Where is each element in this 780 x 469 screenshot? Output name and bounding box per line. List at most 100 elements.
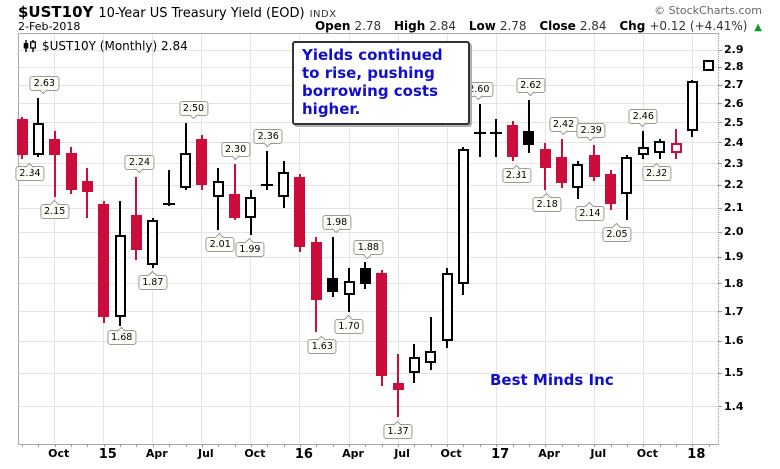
- candle: [278, 172, 290, 197]
- candle-wick: [495, 118, 498, 158]
- candle: [408, 356, 420, 374]
- v-gridline: [495, 34, 497, 443]
- price-callout: 1.37: [383, 420, 413, 440]
- candle: [212, 180, 224, 197]
- price-callout: 1.98: [322, 214, 352, 234]
- x-axis-tick: [414, 444, 416, 447]
- v-gridline: [544, 34, 546, 443]
- instrument-title: 10-Year US Treasury Yield (EOD): [98, 6, 305, 21]
- y-axis-label: 1.9: [724, 250, 744, 264]
- chart-legend[interactable]: $UST10Y (Monthly) 2.84: [23, 39, 188, 53]
- x-axis-tick: [152, 444, 154, 447]
- chg-value: +0.12 (+4.41%): [649, 19, 748, 33]
- v-gridline: [593, 34, 595, 443]
- price-callout: 2.31: [501, 164, 532, 184]
- price-callout: 2.50: [178, 100, 209, 120]
- x-axis-tick: [430, 444, 432, 447]
- candle: [621, 157, 633, 195]
- candle: [507, 124, 518, 158]
- y-axis-label: 2.2: [724, 178, 744, 192]
- h-gridline: [19, 207, 718, 209]
- y-axis-tick: [718, 184, 722, 186]
- price-callout: 2.39: [576, 122, 606, 142]
- chg-label: Chg: [619, 19, 646, 33]
- x-axis-label: 18: [687, 447, 706, 462]
- candle: [605, 174, 617, 204]
- candle: [539, 148, 551, 168]
- candle-doji: [473, 131, 486, 134]
- price-callout: 2.60: [464, 81, 494, 101]
- x-axis-tick: [610, 444, 612, 447]
- x-axis-label: 15: [98, 447, 117, 462]
- y-axis-label: 2.9: [724, 43, 744, 56]
- h-gridline: [19, 231, 718, 233]
- x-axis-tick: [87, 444, 89, 447]
- up-arrow-icon: ▲: [754, 22, 762, 33]
- candle: [572, 163, 584, 188]
- candle-wick: [331, 236, 334, 298]
- date-label: 2-Feb-2018: [18, 20, 81, 33]
- price-callout: 1.68: [107, 326, 137, 346]
- candle: [670, 142, 682, 154]
- y-axis-label: 2.6: [724, 96, 744, 110]
- x-axis-tick: [218, 444, 220, 447]
- x-axis-tick: [447, 444, 449, 447]
- price-callout: 2.42: [548, 116, 579, 136]
- x-axis-tick: [561, 444, 563, 447]
- price-callout: 2.34: [15, 162, 45, 182]
- candle: [16, 118, 28, 156]
- candle: [65, 153, 77, 190]
- exchange-label: INDX: [309, 9, 337, 20]
- price-callout: 1.63: [307, 335, 337, 355]
- h-gridline: [19, 184, 718, 186]
- annotation-line: to rise, pushing: [302, 64, 435, 82]
- price-callout: 2.18: [532, 193, 562, 212]
- candle-wick: [217, 167, 220, 230]
- x-axis-tick: [512, 444, 514, 447]
- x-axis-tick: [267, 444, 269, 447]
- x-axis-tick: [692, 444, 694, 447]
- x-axis-tick: [38, 444, 40, 447]
- x-axis-label: 16: [294, 447, 313, 462]
- candle: [130, 215, 142, 250]
- open-value: 2.78: [354, 19, 382, 33]
- y-axis-label: 2.7: [724, 78, 744, 91]
- x-axis-tick: [250, 444, 252, 447]
- x-axis-tick: [54, 444, 56, 447]
- y-axis-label: 1.6: [724, 334, 744, 348]
- candle: [49, 138, 61, 156]
- candle: [327, 278, 339, 292]
- x-axis-tick: [120, 444, 122, 447]
- candlestick-chart-icon: [23, 40, 36, 52]
- x-axis-tick: [201, 444, 203, 447]
- x-axis-tick: [283, 444, 285, 447]
- x-axis-tick: [169, 444, 171, 447]
- x-axis-tick: [643, 444, 645, 447]
- quote-row: 2-Feb-2018 Open 2.78 High 2.84 Low 2.78 Clo…: [18, 19, 762, 34]
- candle-wick: [53, 130, 56, 197]
- high-value: 2.84: [429, 19, 457, 33]
- candle: [686, 81, 698, 131]
- low-label: Low: [468, 19, 496, 33]
- candle-wick: [642, 130, 645, 160]
- y-axis-label: 1.7: [724, 304, 744, 318]
- x-axis-label: Jul: [590, 447, 607, 460]
- y-axis-tick: [718, 256, 722, 258]
- candle: [180, 153, 191, 188]
- v-gridline: [642, 34, 644, 443]
- price-callout: 1.70: [334, 314, 364, 334]
- copyright-label: © StockCharts.com: [654, 4, 762, 17]
- x-axis-tick: [234, 444, 236, 447]
- x-axis-tick: [463, 444, 465, 447]
- price-callout: 2.30: [220, 141, 251, 161]
- candle-wick: [233, 163, 236, 220]
- y-axis-tick: [718, 103, 722, 104]
- price-callout: 2.24: [124, 154, 155, 174]
- candle-wick: [86, 167, 89, 218]
- watermark-text: Best Minds Inc: [490, 371, 614, 389]
- chart-header: $UST10Y 10-Year US Treasury Yield (EOD) IN…: [18, 2, 762, 21]
- price-callout: 1.99: [235, 237, 265, 257]
- x-axis-tick: [365, 444, 367, 447]
- x-axis-tick: [381, 444, 383, 447]
- x-axis-label: Apr: [342, 447, 364, 460]
